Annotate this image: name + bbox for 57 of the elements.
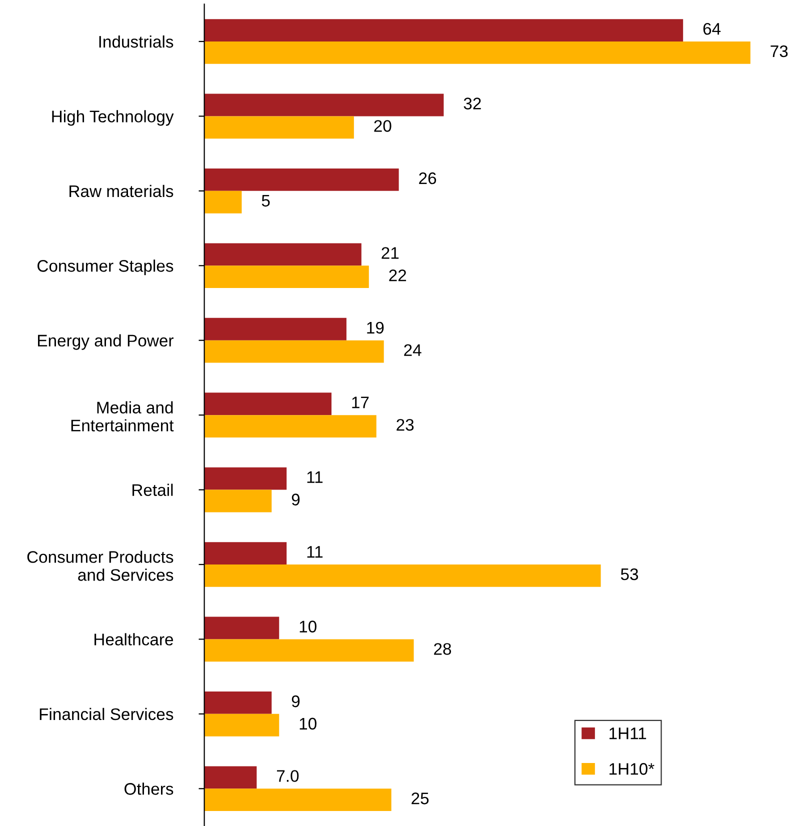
data-label: 23 bbox=[396, 418, 414, 431]
y-tick-label: Media and Entertainment bbox=[71, 401, 174, 432]
data-label: 20 bbox=[374, 120, 392, 132]
bar bbox=[204, 692, 272, 714]
data-label: 11 bbox=[307, 546, 323, 558]
data-label: 53 bbox=[620, 568, 638, 580]
data-label: 64 bbox=[703, 22, 721, 35]
y-tick-label: Energy and Power bbox=[38, 334, 174, 350]
bar bbox=[204, 490, 272, 512]
y-tick-label: Consumer Products and Services bbox=[27, 550, 174, 581]
legend-label: 1H11 bbox=[610, 728, 646, 740]
data-label: 11 bbox=[307, 471, 323, 483]
data-label: 22 bbox=[389, 270, 406, 282]
bar bbox=[204, 788, 392, 812]
data-label: 25 bbox=[412, 792, 429, 804]
y-tick-label: High Technology bbox=[52, 110, 174, 126]
data-label: 10 bbox=[300, 620, 316, 632]
data-label: 73 bbox=[770, 45, 788, 58]
data-label: 10 bbox=[300, 718, 316, 730]
bar bbox=[204, 340, 384, 363]
y-tick-label: Raw materials bbox=[70, 184, 174, 198]
bar bbox=[204, 714, 280, 736]
bar bbox=[204, 116, 354, 139]
bar bbox=[204, 542, 287, 564]
bar bbox=[204, 639, 414, 662]
bar bbox=[204, 616, 280, 640]
y-tick-label: Financial Services bbox=[40, 708, 174, 720]
data-label: 26 bbox=[419, 172, 436, 184]
bar bbox=[204, 168, 399, 191]
data-label: 17 bbox=[352, 396, 369, 408]
bar bbox=[204, 243, 362, 266]
legend-label: 1H10* bbox=[610, 763, 654, 775]
y-tick-label: Others bbox=[124, 782, 174, 795]
y-tick-label: Healthcare bbox=[94, 633, 174, 646]
bar bbox=[204, 318, 346, 340]
data-label: 24 bbox=[404, 344, 422, 356]
bar bbox=[204, 766, 257, 789]
bar bbox=[204, 41, 750, 64]
bar bbox=[204, 564, 601, 587]
bar bbox=[204, 392, 332, 416]
data-label: 28 bbox=[434, 643, 452, 655]
data-label: 5 bbox=[262, 194, 270, 207]
data-label: 7.0 bbox=[276, 770, 299, 782]
bar bbox=[204, 19, 684, 42]
data-label: 19 bbox=[367, 322, 384, 334]
bar bbox=[204, 467, 287, 490]
data-label: 21 bbox=[382, 247, 399, 259]
bar bbox=[204, 190, 242, 214]
data-label: 9 bbox=[292, 494, 300, 506]
bar bbox=[204, 266, 369, 288]
y-tick-label: Retail bbox=[132, 484, 173, 496]
data-label: 32 bbox=[464, 98, 481, 110]
bar bbox=[204, 415, 376, 438]
bar bbox=[204, 94, 444, 116]
y-tick-label: Consumer Staples bbox=[38, 260, 174, 276]
y-tick-label: Industrials bbox=[99, 35, 174, 48]
data-label: 9 bbox=[292, 695, 300, 708]
